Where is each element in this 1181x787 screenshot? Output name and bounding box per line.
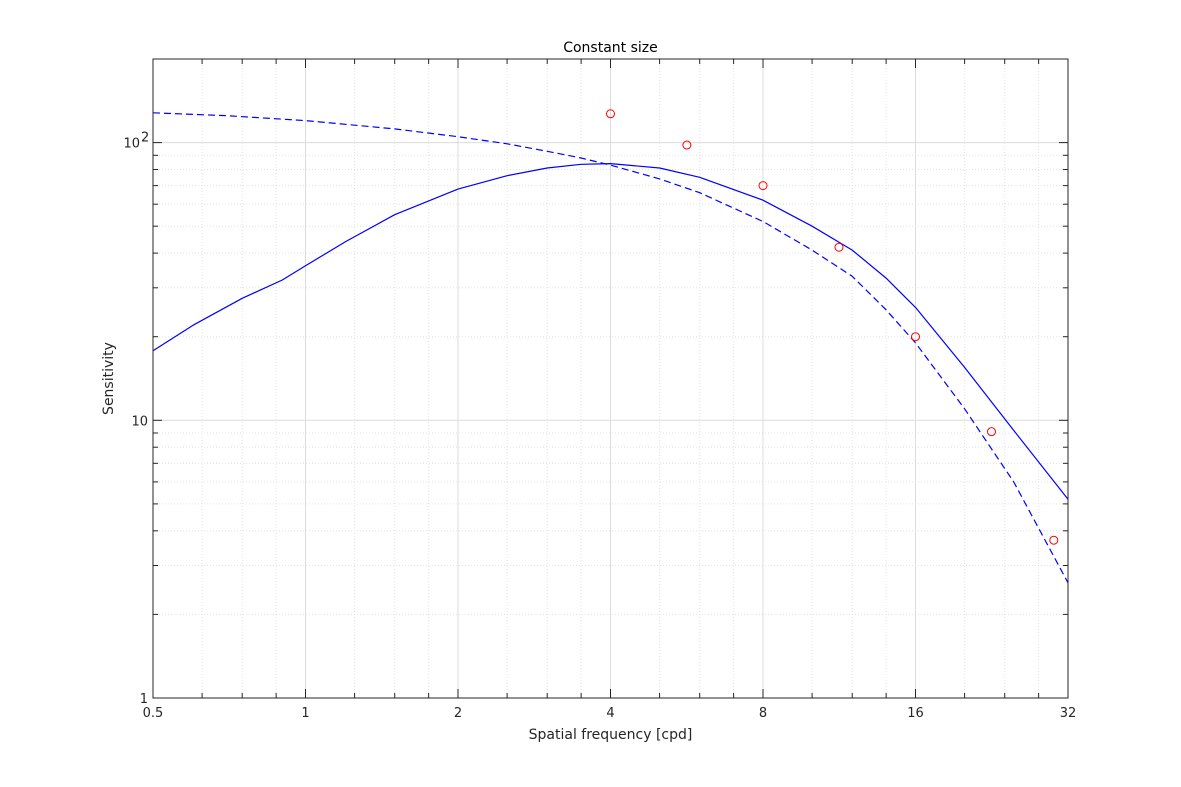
data-point-marker [1049,535,1059,545]
major-grid [152,59,1069,699]
axis-ticks [152,59,1069,699]
data-point-marker [911,332,920,342]
y-axis-title: Sensitivity [101,342,117,415]
x-tick-label: 32 [1060,706,1077,721]
y-tick-label: 1 [140,692,148,707]
data-point-marker [834,242,844,252]
y-tick-label-exponent: 2 [141,131,149,146]
data-point-marker [682,140,692,150]
x-tick-label: 2 [454,706,462,721]
x-tick-label: 0.5 [143,706,164,721]
x-tick-label: 4 [606,706,614,721]
solid-model-curve [152,163,1069,500]
x-axis-title: Spatial frequency [cpd] [529,727,693,743]
data-point-marker [758,181,768,191]
x-tick-label: 16 [907,706,924,721]
x-tick-labels: 0.5 1 2 4 8 16 32 [143,706,1077,721]
series-layer [152,109,1069,584]
x-tick-label: 8 [759,706,767,721]
data-point-marker [606,109,615,119]
y-tick-label: 10 [131,414,148,429]
x-tick-label: 1 [301,706,309,721]
data-point-marker [986,427,996,437]
dashed-model-curve [152,112,1069,584]
chart-title: Constant size [563,40,658,56]
y-tick-label: 10 [123,137,140,152]
